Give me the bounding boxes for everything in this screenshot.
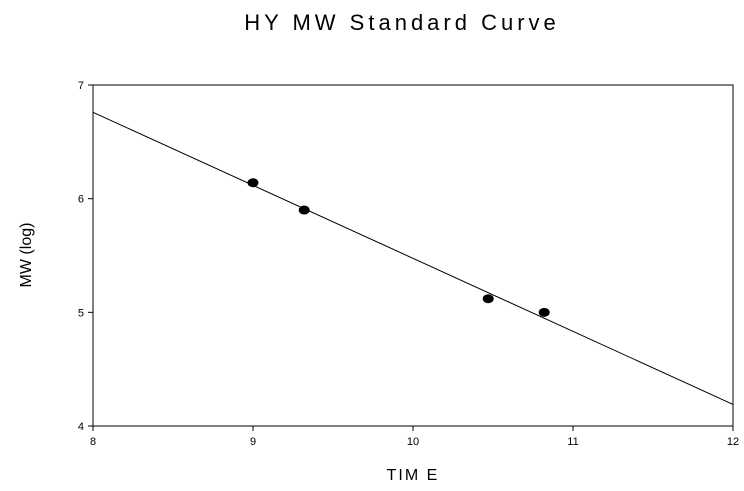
data-point (298, 205, 310, 215)
x-tick-label: 8 (90, 436, 96, 448)
x-tick-label: 11 (567, 436, 578, 448)
plot-frame (92, 84, 734, 427)
y-tick-label: 6 (78, 194, 84, 206)
data-point (482, 294, 494, 304)
data-point (247, 178, 259, 188)
x-tick-label: 9 (250, 436, 256, 448)
y-tick-label: 7 (78, 80, 84, 92)
y-tick-label: 4 (78, 421, 84, 433)
y-axis-label: MW (log) (18, 223, 35, 288)
regression-line (92, 111, 734, 405)
data-point (538, 307, 550, 317)
series-layer (92, 111, 734, 405)
chart-title: HY MW Standard Curve (244, 10, 560, 35)
y-tick-label: 5 (78, 307, 84, 319)
x-axis-label: TIM E (387, 467, 440, 484)
x-axis: 8 9 10 11 12 (90, 426, 739, 448)
x-tick-label: 12 (727, 436, 739, 448)
y-axis: 4 5 6 7 (78, 80, 93, 433)
x-tick-label: 10 (407, 436, 419, 448)
